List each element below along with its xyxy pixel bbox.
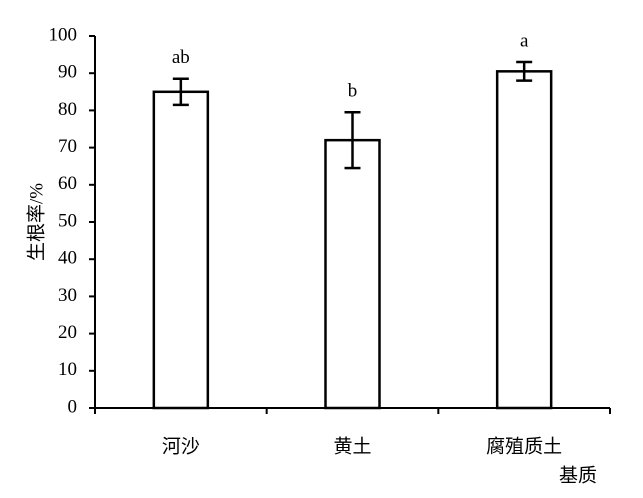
y-tick-label: 70 [58,136,77,157]
y-tick-label: 30 [58,285,77,306]
x-tick-label: 河沙 [162,435,200,457]
significance-label: a [520,30,529,51]
y-tick-label: 40 [58,248,77,269]
x-tick-label: 黄土 [333,435,371,457]
x-axis-label: 基质 [559,464,597,486]
bar [324,138,381,410]
y-tick-label: 20 [58,322,77,343]
y-tick-label: 50 [58,210,77,231]
y-tick-label: 0 [68,396,78,417]
y-tick-label: 60 [58,173,77,194]
y-tick-label: 80 [58,99,77,120]
bar [495,70,553,410]
y-tick-label: 10 [58,359,77,380]
significance-label: b [348,81,358,102]
significance-label: ab [172,47,190,68]
y-tick-label: 90 [58,62,77,83]
x-tick-label: 腐殖质土 [486,435,562,457]
y-tick-label: 100 [49,24,78,45]
y-axis-label: 生根率/% [25,183,47,261]
bar [152,90,210,410]
